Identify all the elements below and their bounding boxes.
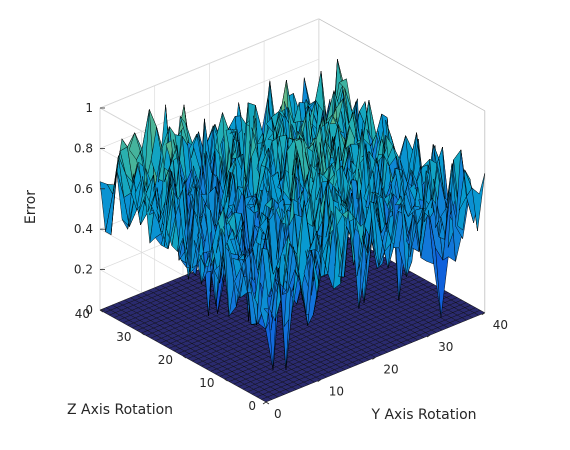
x-tick-label: 0	[274, 407, 282, 421]
axes-box-edge	[318, 18, 485, 112]
tick-mark	[224, 378, 228, 382]
y-tick-label: 0	[248, 399, 256, 413]
x-tick-label: 40	[493, 318, 508, 332]
surface-facet	[471, 173, 486, 232]
x-tick-label: 10	[329, 385, 344, 399]
z-tick-label: 0.6	[74, 182, 93, 196]
tick-mark	[182, 355, 187, 359]
z-tick-label: 0.4	[74, 222, 93, 236]
error-surface	[99, 59, 486, 371]
y-axis-label: Z Axis Rotation	[67, 402, 173, 418]
y-tick-label: 20	[158, 353, 173, 367]
tick-mark	[426, 334, 431, 338]
tick-mark	[372, 357, 376, 360]
y-tick-label: 40	[75, 307, 90, 321]
z-axis-label: Error	[23, 190, 39, 224]
z-tick-label: 0	[85, 303, 93, 317]
tick-mark	[265, 401, 270, 405]
x-tick-label: 20	[383, 362, 398, 376]
z-tick-label: 1	[85, 101, 93, 115]
y-tick-label: 10	[199, 376, 214, 390]
y-tick-label: 30	[116, 330, 131, 344]
tick-mark	[99, 309, 104, 313]
tick-mark	[262, 401, 267, 405]
tick-mark	[317, 379, 321, 383]
tick-mark	[141, 332, 145, 336]
z-tick-label: 0.8	[74, 141, 93, 155]
x-axis-label: Y Axis Rotation	[370, 407, 476, 423]
tick-mark	[481, 312, 486, 316]
z-tick-label: 0.2	[74, 263, 93, 277]
x-tick-label: 30	[438, 340, 453, 354]
